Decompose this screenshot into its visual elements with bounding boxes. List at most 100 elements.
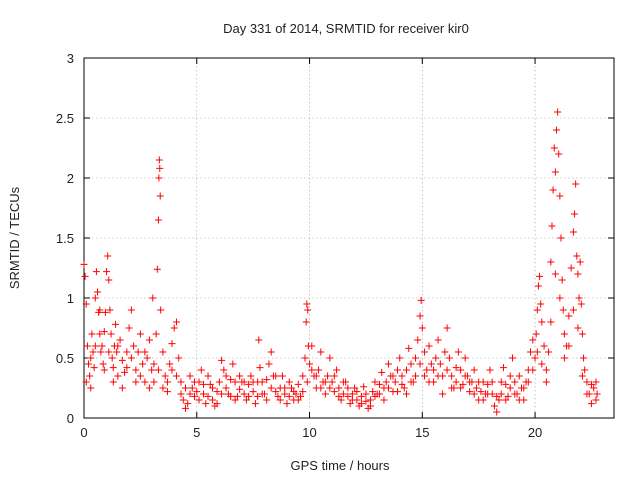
data-point [475,378,483,386]
data-point [143,354,151,362]
data-point [557,234,565,242]
data-point [145,336,153,344]
data-point [294,380,302,388]
data-point [493,392,501,400]
data-point [303,300,311,308]
data-point [306,360,314,368]
data-point [132,378,140,386]
data-point [351,384,359,392]
data-point [101,308,109,316]
data-point [86,372,94,380]
data-point [326,354,334,362]
data-point [85,360,93,368]
data-point [470,390,478,398]
data-point [559,306,567,314]
data-point [154,216,162,224]
data-point [304,306,312,314]
data-point [430,366,438,374]
data-point [324,372,332,380]
data-point [186,390,194,398]
data-point [537,300,545,308]
data-point [294,396,302,404]
data-point [452,364,460,372]
data-point [427,360,435,368]
data-point [114,342,122,350]
data-point [149,294,157,302]
data-point [515,396,523,404]
data-point [348,390,356,398]
data-point [278,372,286,380]
data-point [145,384,153,392]
data-point [375,390,383,398]
data-point [509,354,517,362]
data-point [274,392,282,400]
data-point [148,366,156,374]
data-point [82,300,90,308]
data-point [233,392,241,400]
data-point [299,372,307,380]
data-point [583,390,591,398]
data-point [393,366,401,374]
data-point [348,396,356,404]
data-point [227,376,235,384]
data-point [177,378,185,386]
data-point [569,228,577,236]
data-point [281,390,289,398]
data-point [113,348,121,356]
data-point [281,384,289,392]
data-point [536,272,544,280]
data-point [132,366,140,374]
data-point [547,258,555,266]
data-point [515,372,523,380]
data-point [580,354,588,362]
data-point [121,368,129,376]
data-point [231,396,239,404]
data-point [82,378,90,386]
data-points [80,108,601,416]
data-point [393,388,401,396]
data-point [172,318,180,326]
data-point [258,378,266,386]
data-point [116,336,124,344]
data-point [396,354,404,362]
data-point [378,368,386,376]
data-point [265,360,273,368]
data-point [527,348,535,356]
data-point [576,258,584,266]
data-point [108,354,116,362]
y-axis-label: SRMTID / TECUs [7,186,22,289]
data-point [436,360,444,368]
data-point [452,378,460,386]
data-point [106,306,114,314]
data-point [488,378,496,386]
data-point [369,388,377,396]
data-point [155,156,163,164]
data-point [159,348,167,356]
data-point [533,348,541,356]
grid-lines [84,58,614,418]
chart-title: Day 331 of 2014, SRMTID for receiver kir… [223,21,469,36]
data-point [556,294,564,302]
data-point [153,265,161,273]
data-point [534,282,542,290]
data-point [425,378,433,386]
data-point [443,324,451,332]
data-point [542,378,550,386]
data-point [179,396,187,404]
data-point [538,318,546,326]
data-point [593,390,601,398]
data-point [389,372,397,380]
data-point [330,388,338,396]
data-point [156,164,164,172]
data-point [457,384,465,392]
data-point [412,372,420,380]
data-point [583,378,591,386]
data-point [130,342,138,350]
data-point [96,306,104,314]
data-point [249,378,257,386]
data-point [245,392,253,400]
data-point [206,380,214,388]
data-point [497,390,505,398]
data-point [454,348,462,356]
data-point [416,312,424,320]
